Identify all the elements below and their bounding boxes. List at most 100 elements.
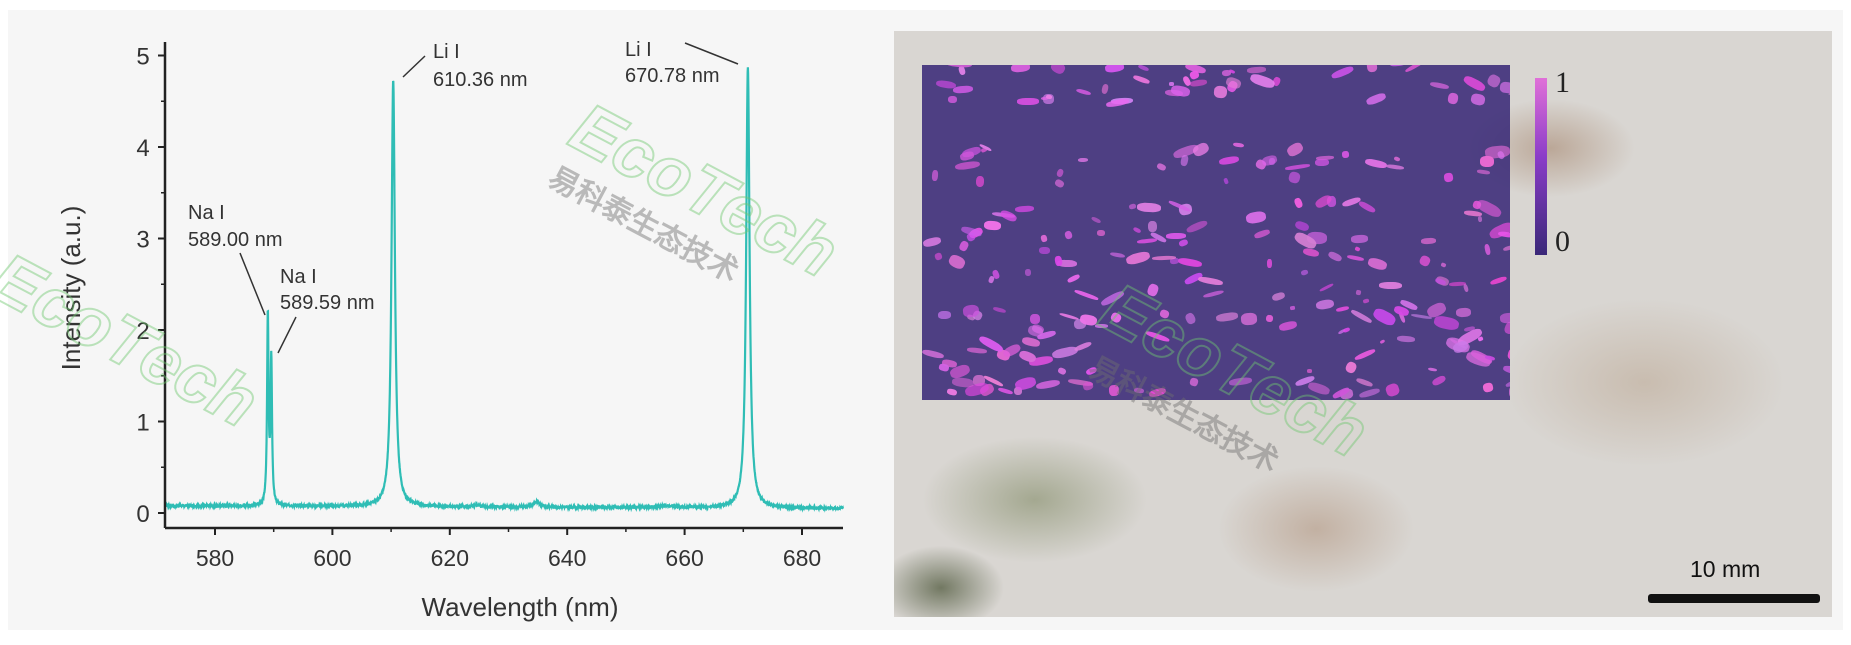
annotation-leader-na2 (277, 316, 297, 354)
li-hotspot (1384, 381, 1400, 397)
li-hotspot (1265, 314, 1274, 323)
y-tick-label: 0 (136, 501, 149, 528)
li-hotspot (937, 310, 952, 319)
li-hotspot (1177, 256, 1202, 269)
annotation-leader-li1 (402, 55, 426, 78)
li-hotspot (1039, 246, 1051, 255)
y-axis-label: Intensity (a.u.) (56, 206, 86, 371)
li-hotspot (1261, 154, 1278, 167)
li-hotspot (1439, 261, 1447, 268)
annotation-na2-line1: Na I (280, 266, 317, 288)
annotation-li1-line2: 610.36 nm (433, 69, 528, 91)
li-hotspot (931, 170, 938, 182)
li-hotspot (1064, 229, 1074, 240)
spectrum-line (164, 67, 845, 513)
li-hotspot (1054, 178, 1066, 189)
li-hotspot (1202, 289, 1224, 300)
li-hotspot (1327, 250, 1344, 264)
li-hotspot (1249, 71, 1276, 90)
li-hotspot (954, 159, 981, 171)
li-hotspot (1075, 87, 1092, 97)
li-hotspot (1378, 282, 1402, 290)
li-hotspot (1048, 65, 1067, 76)
li-hotspot (1300, 268, 1309, 276)
colorbar-max-label: 1 (1555, 66, 1570, 99)
scale-bar (1648, 594, 1820, 603)
x-tick-label: 580 (196, 545, 234, 571)
li-hotspot (1084, 366, 1098, 377)
annotation-na1-line2: 589.00 nm (188, 229, 283, 251)
li-hotspot (1232, 142, 1245, 149)
li-hotspot (1341, 196, 1361, 208)
li-hotspot (975, 175, 985, 188)
li-hotspot (1349, 308, 1373, 324)
li-hotspot (1246, 66, 1266, 74)
li-hotspot (1146, 282, 1160, 297)
li-hotspot (1077, 157, 1089, 163)
li-hotspot (1489, 275, 1508, 287)
li-hotspot (1330, 65, 1355, 81)
li-hotspot (1096, 230, 1105, 237)
li-hotspot (1132, 226, 1142, 234)
li-hotspot (1055, 168, 1065, 179)
li-distribution-map (922, 65, 1510, 400)
li-hotspot (1253, 228, 1270, 239)
li-hotspot (1462, 283, 1469, 294)
li-hotspot (1499, 312, 1510, 324)
li-hotspot (935, 79, 958, 90)
li-hotspot (1222, 177, 1230, 185)
li-hotspot (1509, 385, 1510, 398)
li-hotspot (1313, 193, 1334, 211)
li-hotspot (1364, 91, 1387, 106)
li-hotspot (1430, 373, 1448, 388)
annotation-leader-na1 (239, 252, 266, 316)
li-hotspot (1355, 289, 1362, 296)
annotation-na2-line2: 589.59 nm (280, 292, 375, 314)
y-tick-label: 1 (136, 410, 149, 437)
li-hotspot (1469, 92, 1487, 107)
li-hotspot (1271, 291, 1287, 303)
li-hotspot (1356, 376, 1375, 388)
li-hotspot (1306, 368, 1313, 373)
li-hotspot (1315, 298, 1335, 311)
y-tick-label: 2 (136, 318, 149, 345)
li-hotspot (1354, 347, 1377, 362)
li-hotspot (1365, 65, 1378, 73)
li-hotspot (1335, 305, 1350, 312)
li-hotspot (1483, 243, 1491, 256)
li-hotspot (1215, 311, 1239, 323)
li-hotspot (1418, 254, 1433, 268)
li-hotspot (1057, 366, 1067, 376)
li-hotspot (1287, 170, 1302, 184)
x-tick-label: 600 (313, 545, 351, 571)
li-hotspot (1134, 386, 1145, 394)
li-hotspot (1443, 172, 1454, 183)
li-hotspot (1017, 97, 1039, 106)
li-hotspot (1343, 360, 1358, 375)
li-hotspot (1302, 247, 1320, 258)
li-hotspot (1342, 326, 1351, 333)
li-hotspot (1293, 197, 1304, 210)
li-hotspot (1389, 65, 1407, 67)
scale-bar-label: 10 mm (1690, 556, 1761, 582)
li-hotspot (1099, 290, 1125, 308)
annotation-na1-line1: Na I (188, 202, 225, 224)
li-hotspot (1396, 335, 1416, 343)
spectrum-panel (8, 10, 880, 630)
li-hotspot (958, 240, 970, 253)
li-hotspot (984, 220, 1002, 231)
li-hotspot (1156, 161, 1167, 171)
x-tick-label: 680 (783, 545, 821, 571)
li-hotspot (992, 306, 1007, 314)
li-hotspot (1285, 140, 1305, 159)
li-hotspot (1136, 202, 1161, 213)
li-hotspot (1358, 386, 1382, 399)
li-hotspot (1504, 374, 1510, 388)
li-hotspot (1306, 380, 1331, 396)
li-hotspot (1432, 314, 1460, 332)
li-hotspot (997, 386, 1013, 395)
li-hotspot (1013, 375, 1038, 392)
li-hotspot (1081, 380, 1094, 391)
li-hotspot (1502, 244, 1510, 252)
colorbar-min-label: 0 (1555, 225, 1570, 258)
